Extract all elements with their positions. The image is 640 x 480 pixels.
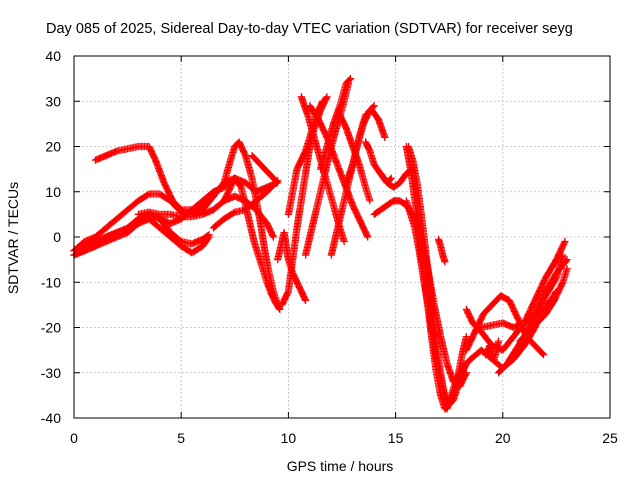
track-markers xyxy=(220,138,282,309)
data-series xyxy=(70,75,571,413)
x-tick-label: 20 xyxy=(495,430,511,446)
satellite-track-33 xyxy=(494,256,571,377)
x-tick-label: 15 xyxy=(388,430,404,446)
x-tick-label: 0 xyxy=(70,430,78,446)
track-markers xyxy=(134,192,277,241)
y-tick-label: 20 xyxy=(45,139,61,155)
y-tick-label: -40 xyxy=(41,410,61,426)
track-markers xyxy=(248,152,280,185)
satellite-track-34 xyxy=(516,265,571,345)
track-markers xyxy=(482,337,503,363)
satellite-track-27 xyxy=(413,210,470,390)
satellite-track-9 xyxy=(209,176,282,232)
track-markers xyxy=(413,210,470,390)
track-markers xyxy=(306,102,372,241)
x-tick-label: 25 xyxy=(602,430,618,446)
y-tick-label: 10 xyxy=(45,184,61,200)
y-tick-label: -10 xyxy=(41,274,61,290)
track-markers xyxy=(336,111,374,205)
satellite-track-28 xyxy=(434,235,449,266)
track-markers xyxy=(434,235,449,266)
axes: 0 5 10 15 20 25 -40 -30 -20 -10 0 10 20 30 40 xyxy=(41,48,618,446)
track-markers xyxy=(209,176,282,232)
x-axis-label: GPS time / hours xyxy=(287,458,394,474)
y-tick-label: -30 xyxy=(41,365,61,381)
satellite-track-10 xyxy=(248,152,280,185)
satellite-track-6 xyxy=(134,192,277,241)
y-tick-label: 0 xyxy=(53,229,61,245)
satellite-track-17 xyxy=(306,102,372,241)
chart-title: Day 085 of 2025, Sidereal Day-to-day VTE… xyxy=(46,21,573,37)
y-tick-label: -20 xyxy=(41,320,61,336)
track-markers xyxy=(516,265,571,345)
y-axis-label: SDTVAR / TECUs xyxy=(5,182,21,294)
track-markers xyxy=(494,256,571,377)
satellite-track-35 xyxy=(482,337,503,363)
satellite-track-20 xyxy=(336,111,374,205)
x-tick-label: 5 xyxy=(177,430,185,446)
x-tick-label: 10 xyxy=(281,430,297,446)
y-tick-label: 40 xyxy=(45,48,61,64)
y-tick-label: 30 xyxy=(45,93,61,109)
satellite-track-7 xyxy=(220,138,282,309)
